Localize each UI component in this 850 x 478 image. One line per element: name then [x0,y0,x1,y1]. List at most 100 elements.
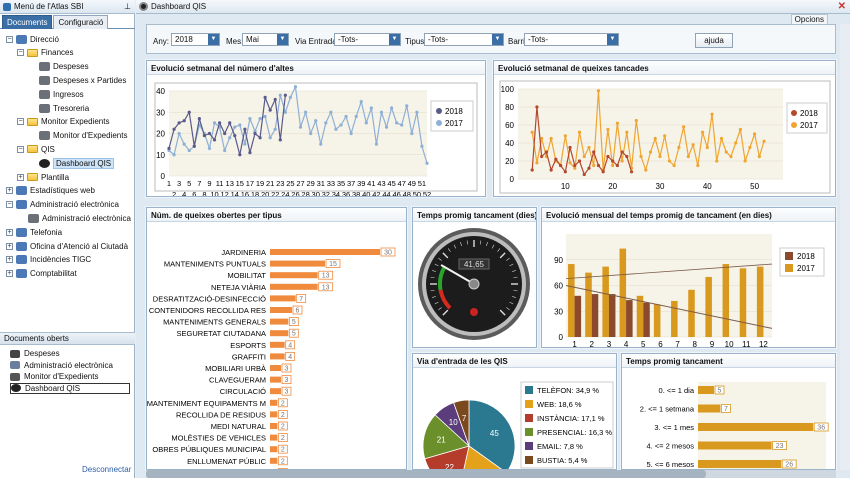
x-tick-label: 47 [398,179,406,188]
module-icon [16,255,27,265]
tree-item[interactable]: − Monitor Expedients [17,116,109,128]
open-doc-item[interactable]: Despeses [10,348,130,359]
tipus-select[interactable]: -Tots- ▼ [424,33,504,46]
tab-documents[interactable]: Documents [2,15,53,29]
tree-item[interactable]: − Administració electrònica [6,199,119,211]
any-select[interactable]: 2018 ▼ [171,33,220,46]
gauge-title: Temps promig tancament (dies) [413,208,536,222]
expand-icon[interactable]: + [6,242,13,250]
tree-item[interactable]: + Comptabilitat [6,268,77,280]
tree-item[interactable]: + Estadístiques web [6,185,95,197]
bar [270,353,285,360]
data-point [389,106,394,110]
tree-item[interactable]: + Oficina d'Atenció al Ciutadà [6,240,128,252]
data-point [298,125,303,129]
data-point [762,139,766,143]
tree-item[interactable]: + Plantilla [17,171,69,183]
open-doc-item[interactable]: Dashboard QIS [10,382,130,394]
legend-marker [785,264,793,272]
data-label: 3 [285,389,289,396]
x-tick-label: 4 [182,190,186,196]
tab-configuracio[interactable]: Configuració [53,15,109,29]
collapse-icon[interactable]: − [17,118,24,126]
data-label-box [772,441,788,450]
tree-item[interactable]: − Direcció [6,33,59,45]
bar [270,260,325,267]
data-point [253,131,257,136]
disconnect-link[interactable]: Desconnectar [82,465,132,474]
data-point [696,163,700,168]
data-label-box [296,294,307,303]
y-tick-label: 0 [161,172,166,181]
data-label: 13 [322,284,330,291]
gauge-tick [513,289,518,292]
legend-marker [525,428,533,436]
tree-item[interactable]: Despeses [39,61,89,73]
data-label-box [277,456,288,466]
category-label: OBRES PÚBLIQUES MUNICIPAL [152,445,266,454]
tree-item[interactable]: Tresoreria [39,102,89,114]
bar [270,330,289,337]
category-label: ENLLUMENAT PÚBLIC [187,457,266,466]
bar [698,460,782,468]
tree-item[interactable]: Despeses x Partides [39,74,126,86]
mes-select[interactable]: Mai ▼ [242,33,289,46]
pin-icon[interactable]: ⊥ [124,2,131,11]
gauge-tick [466,240,469,245]
data-point [629,170,634,174]
tree-item[interactable]: − Finances [17,47,73,59]
legend-label: 2017 [797,264,815,273]
tree-item[interactable]: Dashboard QIS [39,157,115,169]
x-tick-label: 10 [725,340,734,347]
data-label-box [292,305,303,315]
via-title: Via d'entrada de les QIS [413,354,616,368]
data-point [187,110,191,114]
legend-box [786,102,828,134]
help-button[interactable]: ajuda [695,33,733,48]
expand-icon[interactable]: + [6,270,13,278]
temps-chart: 0. <= 1 dia 5 2. <= 1 setmana 7 3. <= 1 mes 3… [640,382,829,469]
data-label: 5 [718,388,722,395]
open-doc-item[interactable]: Monitor d'Expedients [10,371,130,382]
any-label: Any: [153,37,170,46]
gauge-tick [511,270,516,272]
data-label: 5 [292,319,296,326]
expand-icon[interactable]: + [6,228,13,236]
bar [653,304,661,337]
data-point [705,145,709,150]
tree-item[interactable]: + Telefonia [6,226,62,238]
x-tick-label: 25 [286,179,294,188]
tree-item-label: Oficina d'Atenció al Ciutadà [30,241,129,251]
collapse-icon[interactable]: − [17,49,24,57]
expand-icon[interactable]: + [17,173,24,181]
legend-box [430,100,474,132]
expand-icon[interactable]: + [6,256,13,264]
horizontal-scroll-thumb[interactable] [146,470,706,478]
barri-select[interactable]: -Tots- ▼ [524,33,619,46]
data-point [611,159,615,163]
open-doc-item[interactable]: Administració electrònica [10,360,130,371]
tree-item-label: Estadístiques web [30,186,95,196]
vertical-scrollbar[interactable] [840,24,850,470]
close-icon[interactable]: ✕ [837,1,846,12]
tree-item[interactable]: Monitor d'Expedients [39,130,127,142]
gauge-tick [432,270,437,272]
data-point [620,159,624,163]
collapse-icon[interactable]: − [17,145,24,153]
x-tick-label: 32 [322,190,330,196]
collapse-icon[interactable]: − [6,35,13,43]
tree-item[interactable]: + Incidències TIGC [6,254,91,266]
open-docs-header: Documents oberts [0,332,135,345]
data-label-box [277,433,288,443]
expand-icon[interactable]: + [6,187,13,195]
collapse-icon[interactable]: − [6,201,13,209]
data-point [530,168,534,172]
tree-item[interactable]: Ingresos [39,88,84,100]
tree-item[interactable]: Administració electrònica [28,212,131,224]
x-tick-label: 30 [312,190,320,196]
via-select[interactable]: -Tots- ▼ [334,33,401,46]
bar [698,441,772,450]
sidebar: Menú de l'Atlas SBI ⊥ Documents Configur… [0,0,135,478]
tree-item[interactable]: − QIS [17,143,55,155]
gauge-needle [440,264,475,285]
